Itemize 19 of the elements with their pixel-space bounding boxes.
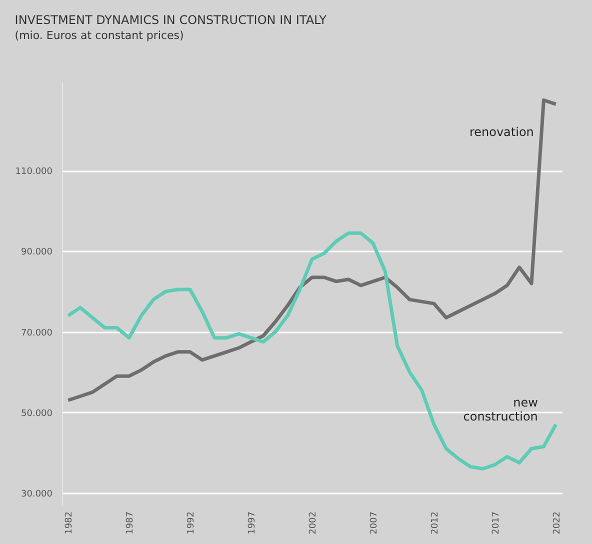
x-tick-label: 1992 xyxy=(186,512,197,534)
chart-subtitle: (mio. Euros at constant prices) xyxy=(14,29,184,42)
y-tick-label: 70.000 xyxy=(21,328,53,338)
y-tick-label: 30.000 xyxy=(21,489,53,500)
x-tick-label: 2002 xyxy=(308,512,318,534)
y-tick-label: 110.000 xyxy=(15,167,53,178)
x-tick-label: 2017 xyxy=(491,512,502,534)
chart-title: INVESTMENT DYNAMICS IN CONSTRUCTION IN ITALY xyxy=(14,13,328,27)
series-label: renovation xyxy=(469,125,534,140)
x-tick-label: 1987 xyxy=(126,512,136,534)
y-tick-label: 50.000 xyxy=(21,408,53,419)
x-tick-label: 2007 xyxy=(369,512,380,534)
x-tick-label: 2012 xyxy=(430,512,440,534)
x-tick-label: 1982 xyxy=(64,512,75,534)
x-tick-label: 2022 xyxy=(552,512,562,534)
x-tick-label: 1997 xyxy=(248,512,258,534)
y-tick-label: 90.000 xyxy=(21,248,53,258)
line-series xyxy=(66,231,558,470)
series-label: new construction xyxy=(463,395,538,424)
